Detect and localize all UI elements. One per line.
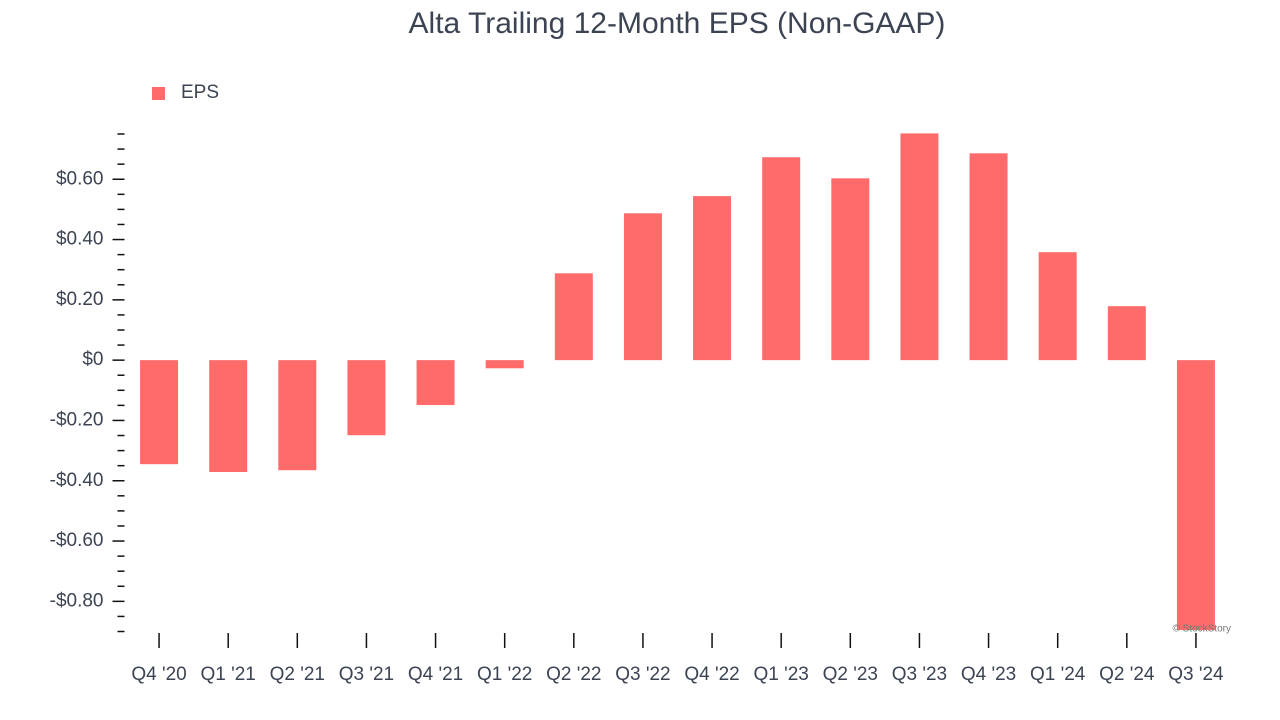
x-tick-label: Q3 '23	[892, 664, 947, 685]
x-tick-label: Q3 '22	[615, 664, 670, 685]
bar	[278, 360, 317, 471]
bar	[1107, 306, 1146, 361]
x-tick-label: Q2 '23	[823, 664, 878, 685]
bar	[554, 273, 593, 361]
x-tick-label: Q4 '23	[961, 664, 1016, 685]
y-tick-label: -$0.20	[50, 409, 104, 430]
bar	[347, 360, 386, 436]
bar	[969, 153, 1008, 361]
bar	[1038, 252, 1077, 361]
bar	[1176, 360, 1215, 630]
x-tick-label: Q4 '20	[131, 664, 186, 685]
chart-title: Alta Trailing 12-Month EPS (Non-GAAP)	[409, 7, 946, 40]
y-tick-label: -$0.40	[50, 470, 104, 491]
legend-swatch	[152, 87, 165, 100]
x-tick-label: Q1 '23	[753, 664, 808, 685]
bar	[900, 133, 939, 361]
bar	[416, 360, 455, 406]
x-tick-label: Q1 '22	[477, 664, 532, 685]
y-tick-label: $0.60	[56, 168, 104, 189]
x-tick-label: Q3 '21	[339, 664, 394, 685]
bar	[693, 196, 732, 361]
x-tick-label: Q4 '21	[408, 664, 463, 685]
bar	[762, 157, 801, 361]
x-tick-label: Q1 '24	[1030, 664, 1086, 685]
x-tick-label: Q2 '22	[546, 664, 601, 685]
x-tick-label: Q1 '21	[200, 664, 255, 685]
x-tick-label: Q4 '22	[684, 664, 739, 685]
y-tick-label: $0.20	[56, 289, 104, 310]
x-tick-label: Q2 '24	[1099, 664, 1155, 685]
y-tick-label: $0.40	[56, 229, 104, 250]
legend-label: EPS	[181, 82, 219, 103]
x-tick-label: Q2 '21	[270, 664, 325, 685]
watermark: © StockStory	[1173, 624, 1232, 635]
bar	[485, 360, 524, 369]
bar	[831, 178, 870, 361]
x-tick-label: Q3 '24	[1168, 664, 1224, 685]
bar	[623, 213, 662, 361]
y-tick-label: $0	[82, 349, 103, 370]
y-tick-label: -$0.80	[50, 590, 104, 611]
y-tick-label: -$0.60	[50, 530, 104, 551]
bar	[140, 360, 179, 465]
bar	[209, 360, 248, 473]
